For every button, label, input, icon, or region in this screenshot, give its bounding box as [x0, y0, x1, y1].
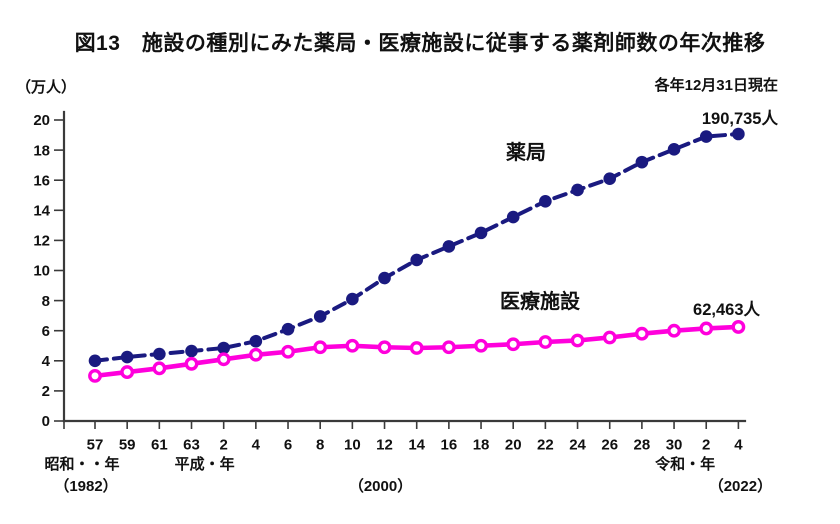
x-tick-label: 4 [734, 437, 743, 454]
y-tick-label: 8 [42, 293, 50, 310]
era-label: 平成・年 [175, 455, 235, 473]
x-tick-label: 2 [702, 437, 710, 454]
y-tick-label: 0 [42, 413, 50, 430]
data-point [667, 323, 681, 338]
series-label-pharmacy: 薬局 [506, 142, 546, 164]
data-point [442, 240, 456, 253]
data-point [602, 330, 617, 345]
data-point [120, 365, 135, 379]
y-axis-unit-label: （万人） [16, 79, 77, 96]
x-tick-label: 8 [316, 437, 324, 454]
date-note: 各年12月31日現在 [654, 77, 778, 94]
x-tick-label: 61 [151, 437, 168, 454]
data-point [732, 127, 745, 141]
x-tick-label: 22 [537, 437, 554, 454]
data-point [248, 347, 263, 362]
x-tick-label: 57 [87, 437, 104, 454]
chart-title: 図13 施設の種別にみた薬局・医療施設に従事する薬剤師数の年次推移 [74, 32, 766, 55]
y-tick-label: 16 [33, 172, 50, 189]
x-tick-label: 26 [601, 437, 618, 454]
data-point [506, 337, 521, 352]
data-point [120, 350, 134, 364]
data-point [185, 344, 198, 358]
data-point [634, 326, 649, 341]
y-tick-label: 2 [42, 383, 50, 400]
x-tick-label: 6 [284, 437, 292, 454]
medical-facility-end-value-label: 62,463人 [693, 301, 760, 319]
data-point [184, 356, 199, 371]
data-point [538, 335, 553, 349]
x-tick-label: 14 [408, 437, 425, 454]
x-tick-label: 16 [441, 437, 458, 454]
x-tick-label: 18 [473, 437, 490, 454]
x-tick-label: 24 [569, 437, 586, 454]
data-point [377, 340, 392, 355]
y-tick-label: 4 [42, 353, 51, 370]
data-point [410, 253, 424, 267]
x-tick-label: 28 [634, 437, 651, 454]
y-tick-label: 10 [33, 263, 50, 280]
y-tick-label: 18 [33, 142, 50, 159]
data-point [346, 292, 359, 306]
x-tick-label: 2 [220, 437, 228, 454]
data-point [345, 338, 360, 353]
data-point [152, 361, 167, 376]
data-point [539, 194, 552, 208]
data-point [281, 322, 295, 336]
pharmacy-end-value-label: 190,735人 [701, 110, 778, 128]
data-point [699, 130, 713, 143]
era-label: 令和・年 [655, 455, 715, 473]
x-tick-label: 59 [119, 437, 136, 454]
data-point [216, 352, 231, 367]
data-point [474, 338, 488, 353]
era-label: （2022） [709, 477, 772, 495]
y-tick-label: 14 [33, 203, 50, 220]
data-point [571, 183, 584, 197]
data-point [409, 341, 424, 355]
data-point [88, 354, 102, 368]
data-point [281, 344, 295, 359]
x-tick-label: 4 [252, 437, 261, 454]
x-tick-label: 30 [666, 437, 683, 454]
era-label: （1982） [54, 477, 117, 495]
data-point [731, 320, 746, 334]
x-tick-label: 10 [344, 437, 361, 454]
data-point [603, 172, 617, 185]
data-point [699, 321, 714, 336]
y-tick-label: 12 [33, 233, 50, 250]
data-point [313, 340, 328, 355]
data-point [153, 347, 166, 361]
era-label: （2000） [349, 477, 412, 495]
data-point [441, 340, 456, 355]
x-tick-label: 20 [505, 437, 522, 454]
data-point [217, 341, 230, 355]
y-tick-label: 20 [33, 112, 50, 129]
data-point [667, 143, 681, 156]
x-tick-label: 63 [183, 437, 200, 454]
series-label-medical-facility: 医療施設 [500, 291, 580, 313]
data-point [635, 155, 649, 169]
y-tick-label: 6 [42, 323, 50, 340]
x-tick-label: 12 [376, 437, 393, 454]
data-point [249, 334, 263, 348]
era-label: 昭和・・年 [44, 455, 119, 473]
data-point [506, 210, 520, 224]
data-point [474, 226, 488, 240]
data-point [313, 310, 327, 323]
data-point [378, 271, 391, 285]
data-point [88, 368, 102, 383]
data-point [570, 333, 585, 348]
